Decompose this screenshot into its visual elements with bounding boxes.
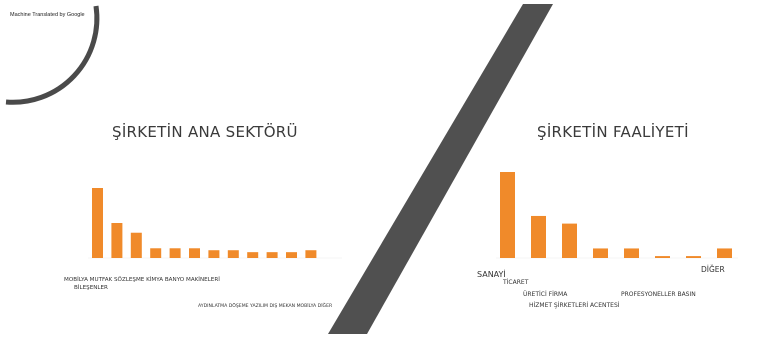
right-chart-bar-3	[562, 223, 577, 258]
left-chart-bar-12	[305, 250, 317, 258]
category-label-ticaret: TİCARET	[503, 279, 529, 286]
left-chart-bar-2	[111, 223, 123, 258]
left-chart-bar-5	[169, 248, 181, 258]
right-chart-bar-5	[624, 248, 639, 258]
category-label-profesyoneller-basin: PROFESYONELLER BASIN	[621, 291, 696, 298]
left-chart-bar-1	[92, 188, 103, 258]
decorative-arc	[5, 5, 100, 105]
right-chart-bar-4	[593, 248, 608, 258]
category-label-hizmet-sirketleri-acentesi: HİZMET ŞİRKETLERİ ACENTESİ	[529, 302, 620, 309]
right-chart-bar-6	[655, 256, 670, 258]
left-chart-bar-10	[266, 252, 278, 258]
decorative-diagonal-band	[328, 4, 553, 334]
left-category-labels-line2: BİLEŞENLER	[74, 285, 108, 291]
category-label-diger: DİĞER	[701, 265, 725, 274]
left-chart-bar-4	[150, 248, 162, 258]
left-chart-bar-8	[227, 250, 239, 258]
left-chart-title: ŞİRKETİN ANA SEKTÖRÜ	[112, 123, 298, 141]
left-chart-bars	[92, 188, 317, 258]
right-chart-bar-2	[531, 215, 546, 258]
left-chart-bar-9	[247, 252, 259, 258]
machine-translation-watermark: Machine Translated by Google	[10, 12, 85, 18]
left-chart-bar-11	[286, 252, 297, 258]
right-chart-bar-8	[717, 248, 732, 258]
left-chart-bar-6	[189, 248, 200, 258]
right-chart-bar-1	[500, 172, 515, 258]
category-label-uretici-firma: ÜRETİCİ FİRMA	[523, 291, 568, 298]
right-chart-bars	[500, 172, 732, 258]
right-chart-bar-7	[686, 256, 701, 258]
left-category-labels-line1: MOBİLYA MUTFAK SÖZLEŞME KİMYA BANYO MAKİ…	[64, 277, 220, 283]
left-chart-bar-7	[208, 250, 220, 258]
right-chart-title: ŞİRKETİN FAALİYETİ	[537, 123, 689, 141]
left-chart-bar-3	[130, 232, 142, 258]
category-label-sanayi: SANAYİ	[477, 270, 506, 279]
left-category-labels-line3: AYDINLATMA DÖŞEME YAZILIM DIŞ MEKAN MOBİ…	[198, 304, 333, 309]
